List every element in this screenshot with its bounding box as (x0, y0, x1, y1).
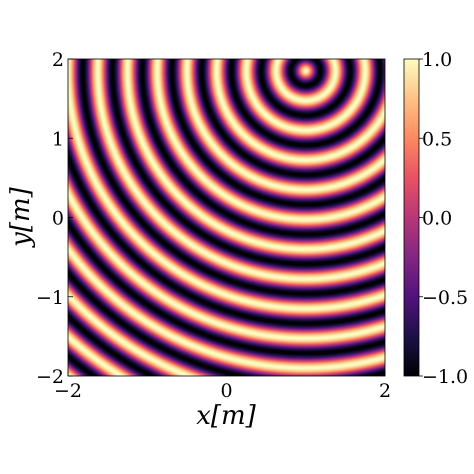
colorbar-tick-label: 0.0 (422, 208, 452, 230)
x-tick-label: 0 (220, 380, 232, 402)
y-axis-ticks: −2 −1 0 1 2 (36, 49, 73, 388)
colorbar-ticks: −1.0 −0.5 0.0 0.5 1.0 (419, 49, 468, 388)
x-axis-ticks: −2 0 2 (54, 371, 391, 402)
colorbar-tick-label: −1.0 (422, 366, 468, 388)
y-tick-label: 1 (52, 128, 64, 150)
y-tick-label: 2 (52, 49, 64, 71)
colorbar-tick-label: −0.5 (422, 287, 468, 309)
colorbar: −1.0 −0.5 0.0 0.5 1.0 (403, 49, 468, 388)
colorbar-body (403, 58, 420, 377)
colorbar-tick-label: 1.0 (422, 49, 452, 71)
y-tick-label: −2 (36, 366, 64, 388)
colorbar-tick-label: 0.5 (422, 128, 452, 150)
x-tick-label: −2 (54, 380, 82, 402)
plot-area (67, 58, 386, 377)
x-axis-label: x[m] (196, 401, 256, 431)
y-tick-label: −1 (36, 287, 64, 309)
y-tick-label: 0 (52, 208, 64, 230)
heatmap (68, 59, 385, 376)
y-axis-label: y[m] (6, 186, 36, 247)
x-tick-label: 2 (379, 380, 391, 402)
